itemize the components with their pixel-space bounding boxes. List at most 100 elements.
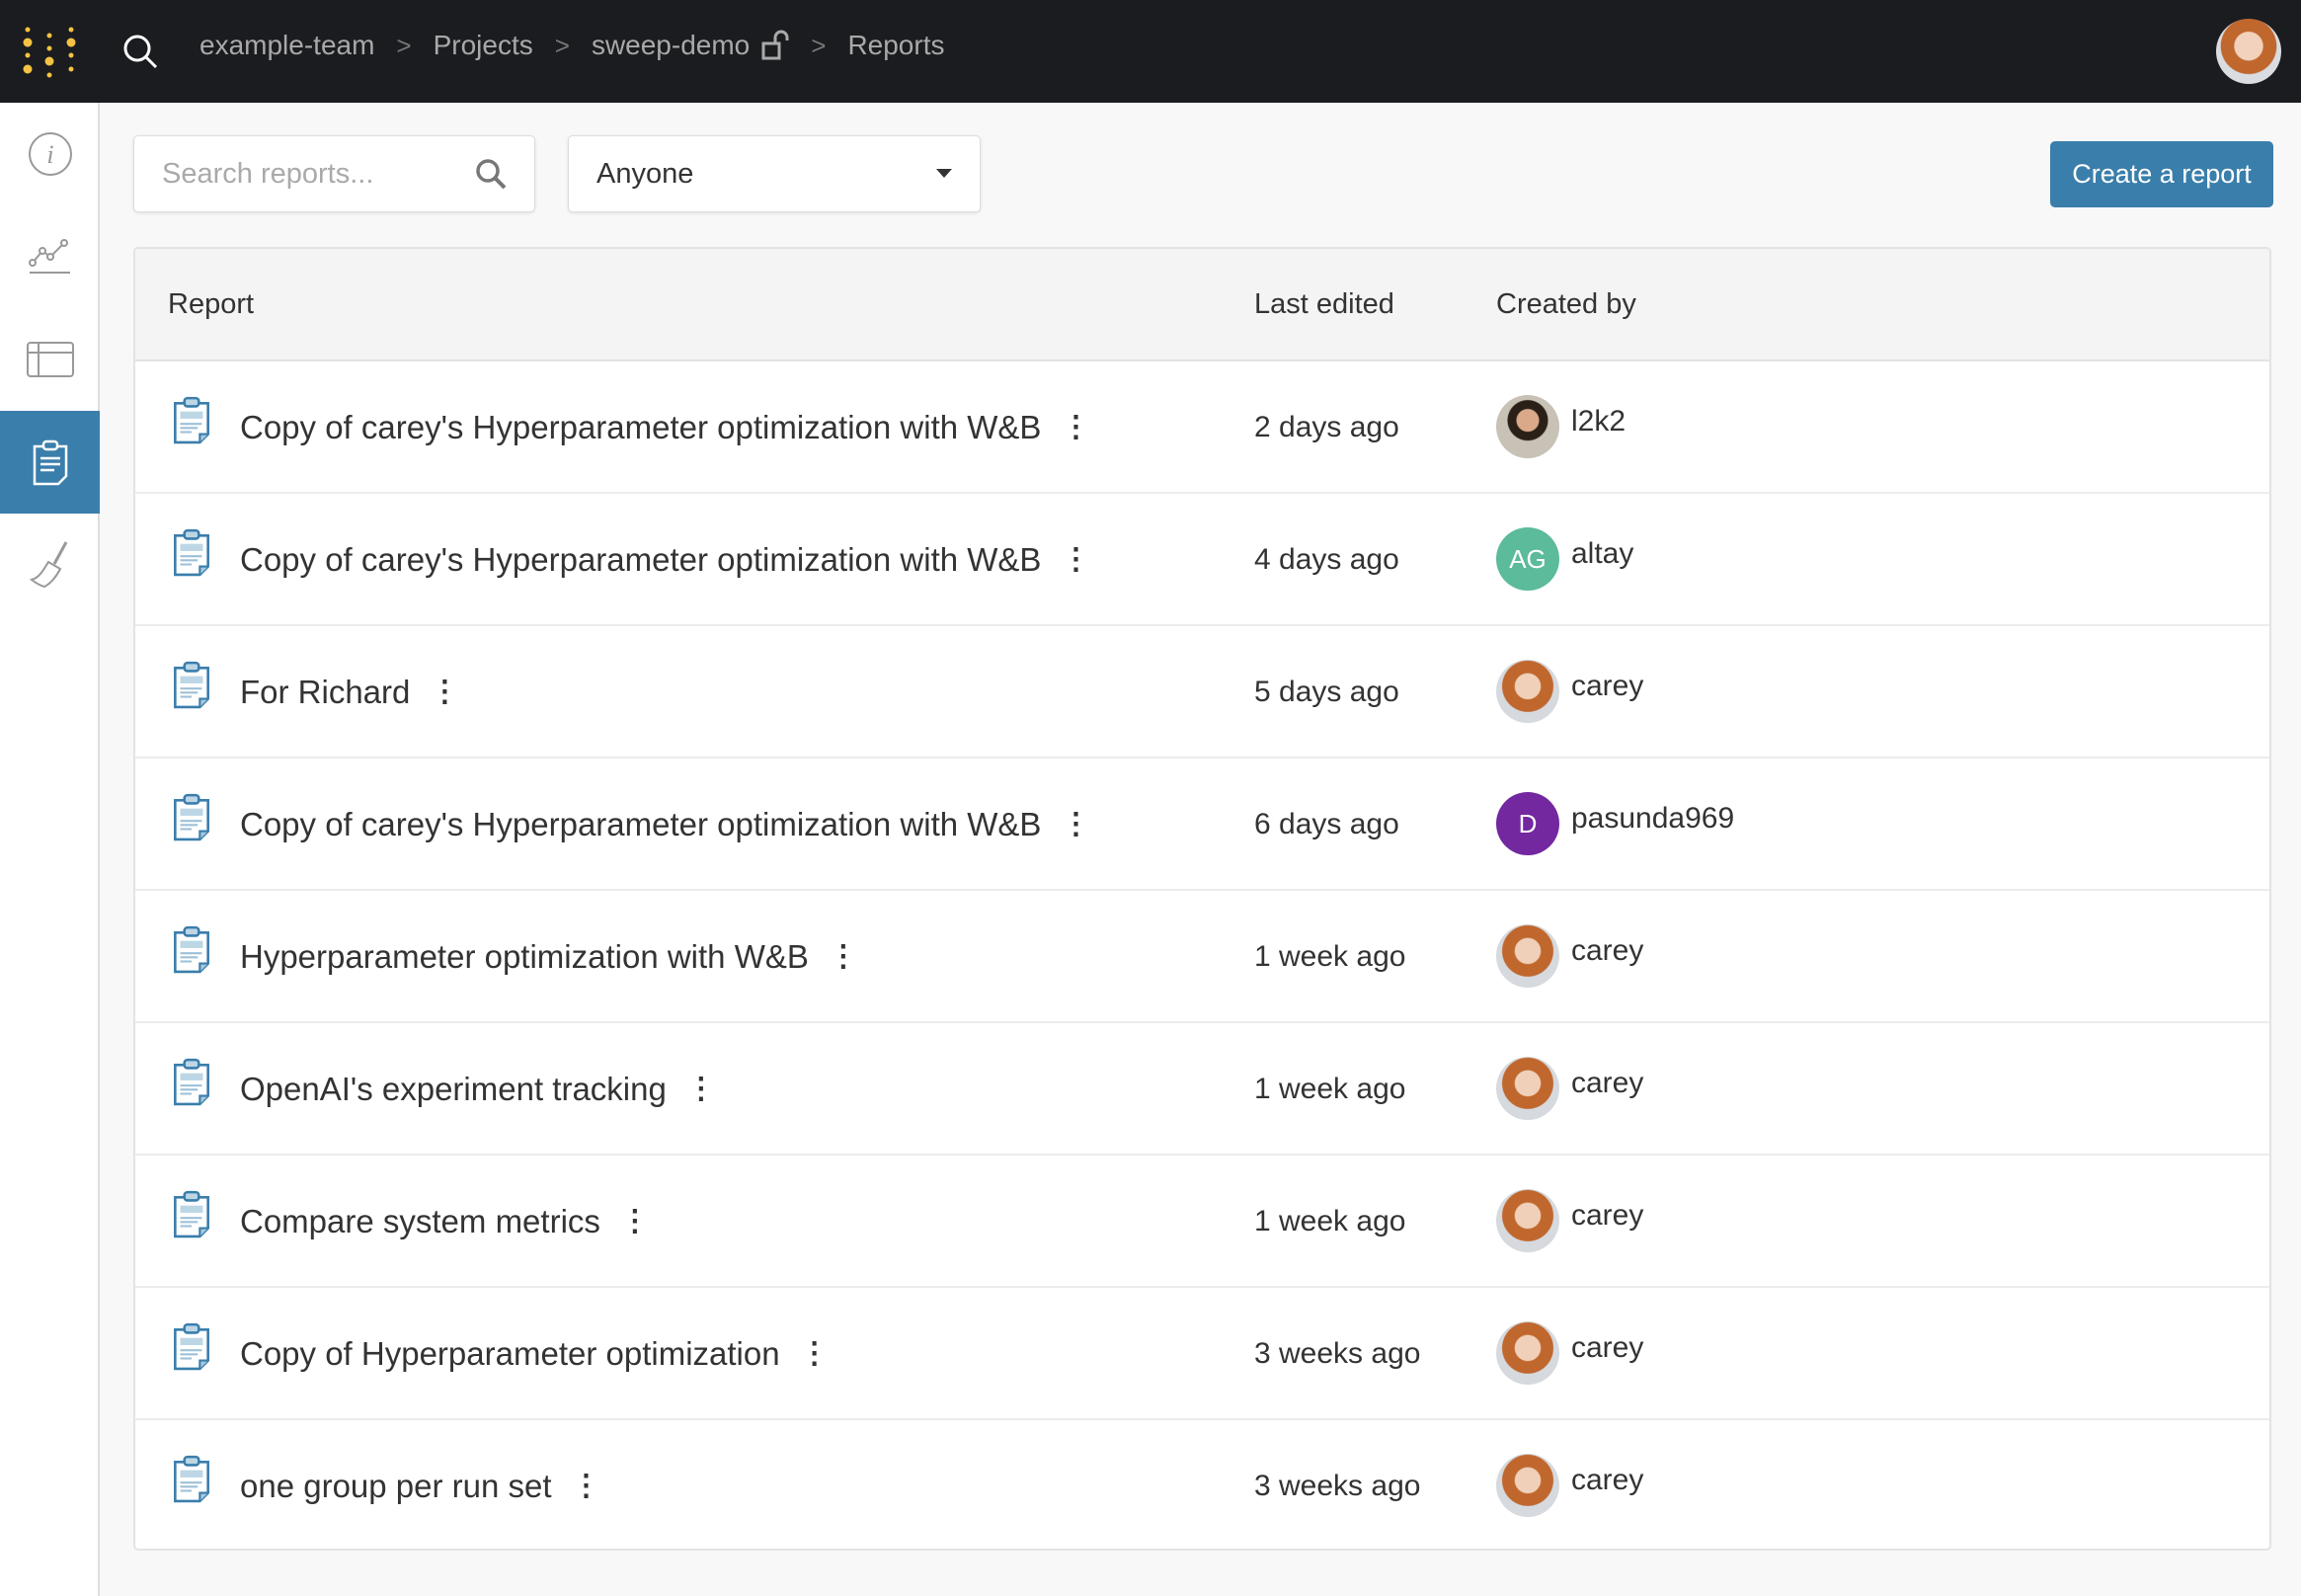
report-icon [174, 1190, 209, 1238]
avatar[interactable]: AG [1496, 527, 1559, 591]
sidebar-item-table[interactable] [0, 308, 100, 411]
report-icon [174, 1322, 209, 1371]
breadcrumb-reports[interactable]: Reports [847, 30, 945, 60]
sidebar: i [0, 103, 100, 1596]
more-options-icon[interactable]: ⋮ [685, 1073, 716, 1105]
created-by-user[interactable]: carey [1571, 1199, 1644, 1232]
top-bar: example-team > Projects > sweep-demo > R… [0, 0, 2301, 103]
report-icon [174, 1455, 209, 1503]
report-title: Copy of Hyperparameter optimization [240, 1335, 780, 1372]
avatar[interactable] [1496, 924, 1559, 988]
breadcrumb-project[interactable]: sweep-demo [591, 30, 751, 60]
created-by-user[interactable]: pasunda969 [1571, 802, 1735, 835]
search-placeholder: Search reports... [162, 157, 374, 190]
report-icon [174, 925, 209, 974]
table-row[interactable]: Copy of Hyperparameter optimization ⋮ 3 w… [135, 1288, 2269, 1420]
created-by-user[interactable]: altay [1571, 537, 1634, 570]
created-by-user[interactable]: l2k2 [1571, 405, 1627, 438]
caret-down-icon [936, 169, 952, 178]
more-options-icon[interactable]: ⋮ [430, 676, 460, 708]
search-reports-input[interactable]: Search reports... [133, 135, 535, 212]
last-edited: 5 days ago [1254, 676, 1399, 708]
search-icon[interactable] [120, 32, 160, 71]
table-row[interactable]: one group per run set ⋮ 3 weeks ago carey [135, 1420, 2269, 1549]
report-title-link[interactable]: Hyperparameter optimization with W&B ⋮ [240, 938, 858, 976]
report-title: Copy of carey's Hyperparameter optimizat… [240, 806, 1042, 842]
table-row[interactable]: Hyperparameter optimization with W&B ⋮ 1 … [135, 891, 2269, 1023]
avatar[interactable] [1496, 1189, 1559, 1252]
column-header-created-by[interactable]: Created by [1496, 288, 1636, 320]
report-title: For Richard [240, 674, 411, 710]
search-icon [476, 159, 507, 190]
report-title: one group per run set [240, 1468, 552, 1504]
avatar[interactable]: D [1496, 792, 1559, 855]
report-title-link[interactable]: Copy of carey's Hyperparameter optimizat… [240, 806, 1090, 843]
table-row[interactable]: For Richard ⋮ 5 days ago carey [135, 626, 2269, 758]
more-options-icon[interactable]: ⋮ [619, 1205, 650, 1237]
sidebar-item-sweeps[interactable] [0, 514, 100, 616]
last-edited: 1 week ago [1254, 1205, 1406, 1237]
user-avatar[interactable] [2216, 19, 2281, 84]
report-title: Hyperparameter optimization with W&B [240, 938, 809, 975]
table-row[interactable]: OpenAI's experiment tracking ⋮ 1 week ago… [135, 1023, 2269, 1156]
created-by-user[interactable]: carey [1571, 1331, 1644, 1364]
report-title-link[interactable]: For Richard ⋮ [240, 674, 459, 711]
report-title-link[interactable]: Compare system metrics ⋮ [240, 1203, 650, 1240]
avatar[interactable] [1496, 1057, 1559, 1120]
table-header: Report Last edited Created by [135, 249, 2269, 361]
reports-table: Report Last edited Created by Copy of ca… [133, 247, 2271, 1551]
report-title-link[interactable]: Copy of carey's Hyperparameter optimizat… [240, 409, 1090, 446]
unlock-icon[interactable] [761, 30, 789, 61]
report-icon [174, 528, 209, 577]
last-edited: 1 week ago [1254, 940, 1406, 973]
last-edited: 4 days ago [1254, 543, 1399, 576]
last-edited: 3 weeks ago [1254, 1470, 1421, 1502]
report-title-link[interactable]: Copy of carey's Hyperparameter optimizat… [240, 541, 1090, 579]
create-report-button[interactable]: Create a report [2050, 141, 2273, 207]
avatar[interactable] [1496, 1454, 1559, 1517]
report-title: Compare system metrics [240, 1203, 600, 1239]
more-options-icon[interactable]: ⋮ [799, 1337, 830, 1370]
wandb-logo-icon[interactable] [22, 26, 77, 79]
created-by-user[interactable]: carey [1571, 1067, 1644, 1099]
report-title: OpenAI's experiment tracking [240, 1071, 667, 1107]
report-icon [174, 793, 209, 841]
info-icon: i [28, 132, 72, 176]
table-row[interactable]: Copy of carey's Hyperparameter optimizat… [135, 361, 2269, 494]
more-options-icon[interactable]: ⋮ [1061, 543, 1091, 576]
breadcrumb-separator: > [554, 30, 570, 60]
more-options-icon[interactable]: ⋮ [1061, 808, 1091, 840]
creator-filter-dropdown[interactable]: Anyone [568, 135, 981, 212]
report-icon [33, 439, 67, 486]
avatar[interactable] [1496, 660, 1559, 723]
table-row[interactable]: Compare system metrics ⋮ 1 week ago carey [135, 1156, 2269, 1288]
avatar[interactable] [1496, 395, 1559, 458]
table-row[interactable]: Copy of carey's Hyperparameter optimizat… [135, 494, 2269, 626]
created-by-user[interactable]: carey [1571, 1464, 1644, 1496]
report-title-link[interactable]: one group per run set ⋮ [240, 1468, 601, 1505]
created-by-user[interactable]: carey [1571, 670, 1644, 702]
filter-value: Anyone [596, 157, 694, 190]
more-options-icon[interactable]: ⋮ [828, 940, 858, 973]
column-header-last-edited[interactable]: Last edited [1254, 288, 1394, 320]
report-title: Copy of carey's Hyperparameter optimizat… [240, 409, 1042, 445]
last-edited: 1 week ago [1254, 1073, 1406, 1105]
sidebar-item-reports[interactable] [0, 411, 100, 514]
more-options-icon[interactable]: ⋮ [571, 1470, 601, 1502]
breadcrumb: example-team > Projects > sweep-demo > R… [199, 30, 944, 61]
report-title-link[interactable]: OpenAI's experiment tracking ⋮ [240, 1071, 716, 1108]
more-options-icon[interactable]: ⋮ [1061, 411, 1091, 443]
breadcrumb-projects[interactable]: Projects [433, 30, 533, 60]
avatar[interactable] [1496, 1321, 1559, 1385]
sidebar-item-overview[interactable]: i [0, 103, 100, 205]
table-row[interactable]: Copy of carey's Hyperparameter optimizat… [135, 758, 2269, 891]
report-title-link[interactable]: Copy of Hyperparameter optimization ⋮ [240, 1335, 830, 1373]
sidebar-item-charts[interactable] [0, 205, 100, 308]
report-icon [174, 396, 209, 444]
created-by-user[interactable]: carey [1571, 934, 1644, 967]
breadcrumb-separator: > [396, 30, 412, 60]
last-edited: 3 weeks ago [1254, 1337, 1421, 1370]
last-edited: 2 days ago [1254, 411, 1399, 443]
breadcrumb-team[interactable]: example-team [199, 30, 375, 60]
column-header-report[interactable]: Report [168, 288, 255, 320]
